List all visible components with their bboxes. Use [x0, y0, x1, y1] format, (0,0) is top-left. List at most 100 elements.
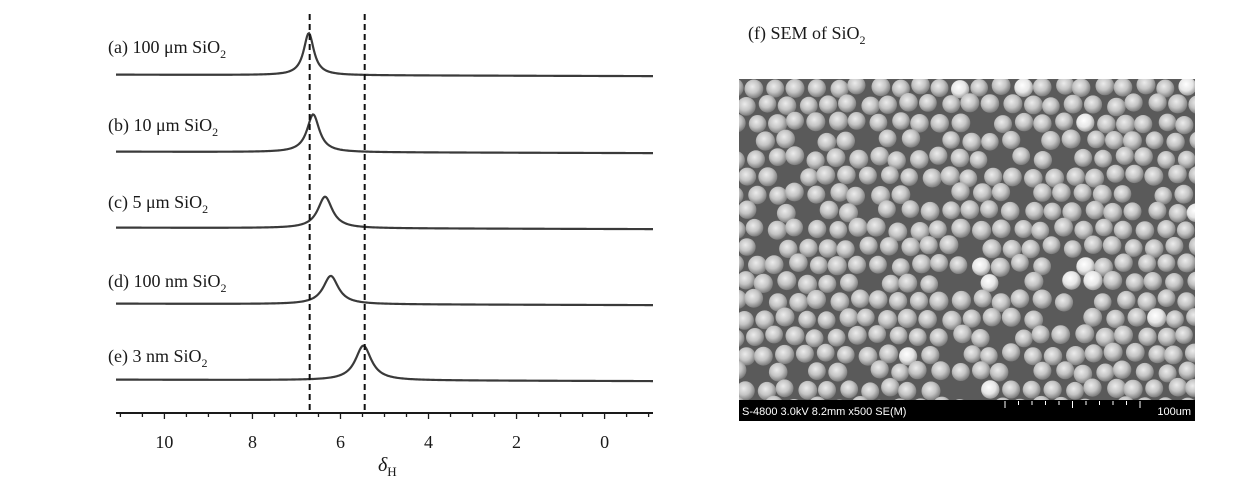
sem-sphere: [768, 362, 788, 382]
sem-sphere: [785, 146, 805, 166]
sem-sphere: [806, 112, 826, 132]
sem-sphere: [1145, 379, 1164, 398]
sem-sphere: [816, 343, 835, 362]
sem-sphere: [972, 257, 991, 276]
sem-sphere: [1186, 308, 1195, 326]
sem-sphere: [777, 96, 797, 115]
sem-sphere: [992, 219, 1011, 239]
sem-sphere: [951, 113, 971, 133]
sem-sphere: [1045, 168, 1065, 188]
sem-sphere: [776, 129, 795, 149]
sem-sphere: [847, 79, 866, 95]
sem-sphere: [753, 273, 773, 293]
sem-sphere: [1166, 132, 1185, 152]
sem-sphere: [1062, 271, 1081, 290]
sem-sphere: [1188, 95, 1195, 114]
sem-sphere: [922, 168, 942, 188]
sem-panel: (f) SEM of SiO2 S-4800 3.0kV 8.2mm x500 …: [739, 23, 1195, 421]
sem-sphere: [942, 95, 961, 114]
sem-sphere: [1010, 289, 1030, 309]
sem-sphere: [840, 273, 858, 292]
sem-sphere: [1168, 204, 1188, 223]
sem-sphere: [1033, 257, 1051, 276]
sem-sphere: [877, 399, 882, 400]
sem-sphere: [889, 326, 908, 345]
spectrum-label-b: (b) 10 μm SiO2: [108, 115, 218, 139]
sem-sphere: [891, 185, 911, 205]
sem-sphere: [1125, 164, 1144, 184]
sem-sphere: [1085, 168, 1105, 188]
sem-sphere: [766, 79, 785, 98]
sem-sphere: [861, 96, 880, 116]
sem-sphere: [962, 132, 981, 152]
sem-sphere: [939, 235, 959, 255]
sem-sphere: [858, 166, 877, 185]
spectrum-label-d: (d) 100 nm SiO2: [108, 271, 227, 295]
sem-sphere: [1066, 167, 1085, 186]
sem-sphere: [837, 346, 855, 364]
sem-sphere: [868, 325, 887, 343]
sem-sphere: [929, 291, 949, 311]
sem-sphere: [1024, 347, 1042, 366]
sem-sphere: [871, 79, 891, 97]
sem-sphere: [1138, 254, 1157, 273]
reference-lines: [308, 14, 366, 413]
sem-sphere: [837, 165, 856, 185]
sem-sphere: [739, 167, 757, 186]
spectrum-labels: (a) 100 μm SiO2 (b) 10 μm SiO2 (c) 5 μm Si…: [108, 37, 227, 370]
spectra-group: [115, 31, 653, 383]
sem-sphere: [1083, 95, 1103, 114]
sem-sphere: [899, 93, 918, 112]
sem-sphere: [775, 344, 795, 365]
sem-sphere: [1135, 362, 1154, 381]
sem-sphere: [1096, 363, 1115, 382]
sem-sphere: [969, 151, 988, 169]
sem-sphere: [951, 182, 970, 201]
sem-sphere: [1138, 327, 1157, 346]
sem-sphere: [949, 256, 968, 274]
sem-sphere: [1187, 271, 1195, 291]
sem-sphere: [1158, 397, 1172, 400]
sem-sphere: [744, 79, 764, 99]
sem-sphere: [839, 203, 858, 223]
sem-sphere: [1186, 203, 1195, 223]
sem-sphere: [980, 347, 998, 365]
sem-sphere: [1033, 151, 1052, 170]
sem-sphere: [769, 186, 788, 205]
sem-sphere: [898, 381, 917, 400]
sem-sphere: [1144, 166, 1164, 186]
sem-sphere: [1024, 95, 1043, 115]
sem-sphere: [799, 238, 818, 258]
sem-sphere: [1127, 308, 1147, 327]
sem-sphere: [1147, 308, 1167, 328]
sem-sphere: [951, 363, 970, 381]
sem-sphere: [940, 166, 960, 186]
sem-title-subscript: 2: [860, 33, 866, 47]
sem-sphere: [1043, 202, 1062, 221]
sem-sphere: [776, 203, 796, 223]
sem-sphere: [859, 236, 878, 255]
sem-sphere: [739, 187, 744, 204]
sem-sphere: [1073, 183, 1092, 202]
sem-sphere: [1075, 324, 1095, 344]
x-axis-minor-ticks: [119, 413, 650, 419]
sem-sphere: [1137, 292, 1157, 312]
sem-sphere: [1113, 79, 1133, 97]
sem-sphere: [991, 79, 1011, 95]
sem-sphere: [1021, 239, 1040, 259]
sem-sphere: [827, 328, 846, 347]
sem-sphere: [1033, 114, 1052, 133]
sem-sphere: [810, 396, 825, 400]
sem-sphere: [881, 166, 899, 185]
sem-sphere: [797, 274, 818, 294]
sem-sphere: [981, 380, 1000, 399]
sem-sphere: [785, 182, 804, 202]
sem-info-bar-left: S-4800 3.0kV 8.2mm x500 SE(M): [742, 406, 906, 418]
sem-sphere: [1015, 398, 1025, 400]
sem-sphere: [878, 200, 896, 219]
sem-sphere: [989, 362, 1009, 382]
sem-sphere: [1138, 397, 1152, 400]
sem-sphere: [739, 79, 744, 96]
sem-sphere: [1012, 147, 1031, 166]
sem-sphere: [1125, 342, 1145, 362]
